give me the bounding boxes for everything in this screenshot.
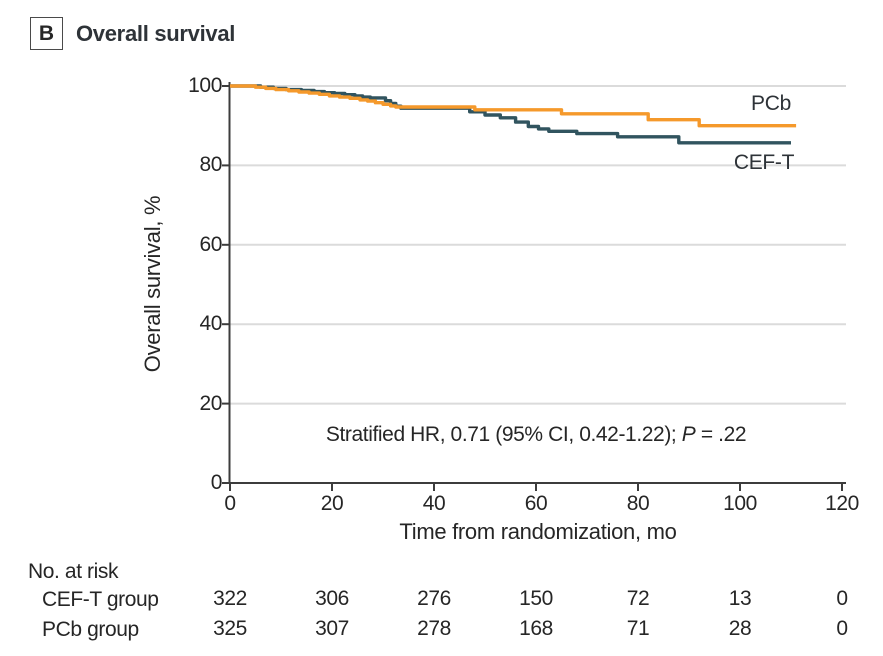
hr-annotation: Stratified HR, 0.71 (95% CI, 0.42-1.22);…	[325, 423, 747, 447]
hr-annotation-prefix: Stratified HR, 0.71 (95% CI, 0.42-1.22);	[325, 423, 682, 446]
x-tick-label-0: 0	[224, 492, 236, 515]
y-tick-label-20: 20	[199, 391, 222, 415]
x-tick-label-20: 20	[320, 492, 344, 515]
x-tick-label-120: 120	[825, 492, 859, 515]
at-risk-value-ceft-40: 276	[417, 587, 451, 610]
at-risk-value-ceft-100: 13	[728, 587, 752, 610]
at-risk-value-pcb-100: 28	[728, 617, 752, 640]
y-tick-label-40: 40	[199, 312, 222, 336]
y-tick-label-100: 100	[188, 74, 222, 97]
pcb-curve-label: PCb	[751, 92, 791, 115]
pcb-survival-curve	[230, 84, 797, 128]
at-risk-value-ceft-20: 306	[315, 587, 349, 610]
x-axis-title: Time from randomization, mo	[399, 519, 677, 544]
at-risk-value-ceft-60: 150	[519, 587, 553, 610]
at-risk-value-ceft-0: 322	[213, 587, 247, 610]
at-risk-value-pcb-20: 307	[315, 617, 349, 640]
panel-letter: B	[38, 21, 55, 45]
at-risk-value-pcb-0: 325	[213, 617, 247, 640]
hr-annotation-suffix: = .22	[695, 423, 747, 446]
at-risk-value-pcb-60: 168	[519, 617, 553, 640]
x-tick-label-80: 80	[626, 492, 650, 515]
at-risk-value-pcb-80: 71	[626, 617, 650, 640]
at-risk-row-label-pcb: PCb group	[42, 618, 139, 641]
x-tick-label-100: 100	[723, 492, 757, 515]
at-risk-value-ceft-80: 72	[626, 587, 650, 610]
panel-letter-box: B	[30, 17, 63, 50]
at-risk-row-label-ceft: CEF-T group	[42, 588, 159, 611]
hr-annotation-pvalue-symbol: P	[681, 423, 696, 446]
panel-title: Overall survival	[76, 21, 236, 46]
y-tick-label-80: 80	[199, 153, 222, 177]
at-risk-title: No. at risk	[28, 560, 119, 583]
at-risk-value-ceft-120: 0	[836, 587, 848, 610]
at-risk-value-pcb-120: 0	[836, 617, 848, 640]
ceft-curve-label: CEF-T	[733, 151, 795, 174]
x-tick-label-40: 40	[422, 492, 446, 515]
y-axis-title: Overall survival, %	[140, 195, 165, 373]
x-tick-label-60: 60	[524, 492, 548, 515]
y-tick-label-60: 60	[199, 232, 222, 256]
at-risk-value-pcb-40: 278	[417, 617, 451, 640]
y-tick-label-0: 0	[210, 471, 223, 494]
